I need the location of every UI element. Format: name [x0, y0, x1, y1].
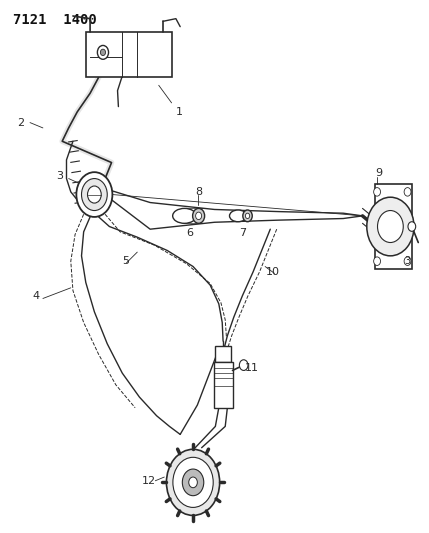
Text: 4: 4: [32, 291, 39, 301]
Circle shape: [404, 257, 411, 265]
Circle shape: [182, 469, 204, 496]
Bar: [86, 32, 172, 77]
Circle shape: [193, 208, 205, 223]
Text: 1: 1: [176, 107, 183, 117]
Circle shape: [82, 179, 107, 211]
Bar: [375, 184, 412, 269]
Text: 6: 6: [187, 229, 193, 238]
Circle shape: [76, 172, 112, 217]
Text: 7: 7: [239, 229, 246, 238]
Circle shape: [97, 45, 109, 59]
Circle shape: [408, 222, 416, 231]
Text: 3: 3: [405, 256, 411, 266]
Circle shape: [189, 477, 197, 488]
Text: 10: 10: [266, 267, 280, 277]
Text: 9: 9: [375, 168, 383, 178]
Text: 8: 8: [195, 187, 202, 197]
Bar: [214, 362, 233, 408]
Circle shape: [166, 449, 220, 515]
Text: 7121  1400: 7121 1400: [13, 13, 97, 27]
Text: 12: 12: [142, 476, 156, 486]
Circle shape: [196, 212, 202, 220]
Text: 2: 2: [17, 118, 24, 127]
Ellipse shape: [172, 208, 196, 223]
Circle shape: [245, 213, 250, 219]
Circle shape: [100, 49, 106, 55]
Circle shape: [374, 257, 381, 265]
Ellipse shape: [230, 210, 247, 222]
Circle shape: [173, 457, 213, 507]
Circle shape: [367, 197, 414, 256]
Bar: [215, 346, 231, 362]
Circle shape: [374, 188, 381, 196]
Circle shape: [243, 210, 252, 222]
Circle shape: [404, 188, 411, 196]
Text: 11: 11: [245, 363, 259, 373]
Text: 3: 3: [56, 171, 63, 181]
Circle shape: [88, 186, 101, 203]
Circle shape: [239, 360, 248, 370]
Circle shape: [378, 211, 403, 243]
Text: 5: 5: [122, 256, 129, 266]
